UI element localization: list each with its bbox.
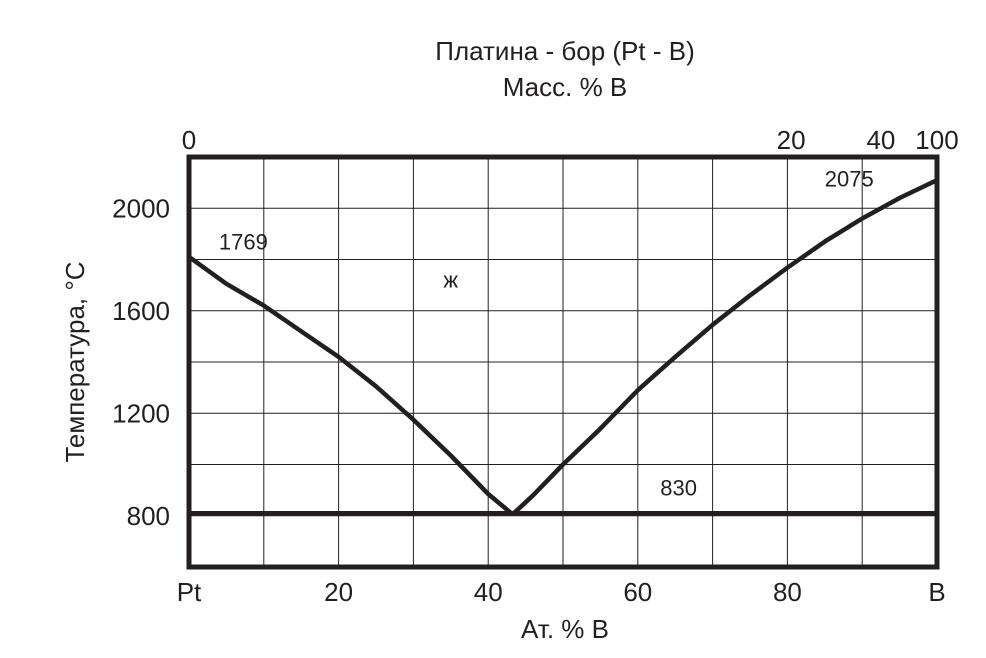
annotation-label: 2075 [825,166,874,191]
x-axis-label: Ат. % B [521,614,609,644]
y-axis-label: Температура, °C [60,261,90,462]
y-tick-label: 800 [127,501,170,531]
x-tick-label: 80 [773,577,802,607]
curves [186,177,940,516]
x-tick-labels: Pt 20 40 60 80 B [177,577,946,607]
top-tick-labels: 0 20 40 100 [182,125,959,155]
plot-frame [186,154,940,570]
top-tick-label: 0 [182,125,196,155]
y-tick-labels: 800 1200 1600 2000 [112,193,170,531]
annotation-label: 830 [660,475,697,500]
y-tick-label: 1200 [112,398,170,428]
x-tick-label: 60 [623,577,652,607]
x-tick-label: 20 [324,577,353,607]
series-line-2 [512,177,940,515]
grid-lines [189,156,937,568]
annotations: 1769 2075 830 ж [219,166,874,500]
top-tick-label: 40 [866,125,895,155]
y-tick-label: 1600 [112,296,170,326]
x-tick-label: 40 [474,577,503,607]
x-tick-label: B [928,577,945,607]
x-tick-label: Pt [177,577,202,607]
top-tick-label: 100 [915,125,958,155]
annotation-label: 1769 [219,229,268,254]
top-tick-label: 20 [777,125,806,155]
annotation-label: ж [443,268,458,293]
chart-title: Платина - бор (Pt - B) [435,36,694,66]
series-line-1 [186,254,513,515]
y-tick-label: 2000 [112,193,170,223]
chart-subtitle: Масс. % B [503,72,628,102]
